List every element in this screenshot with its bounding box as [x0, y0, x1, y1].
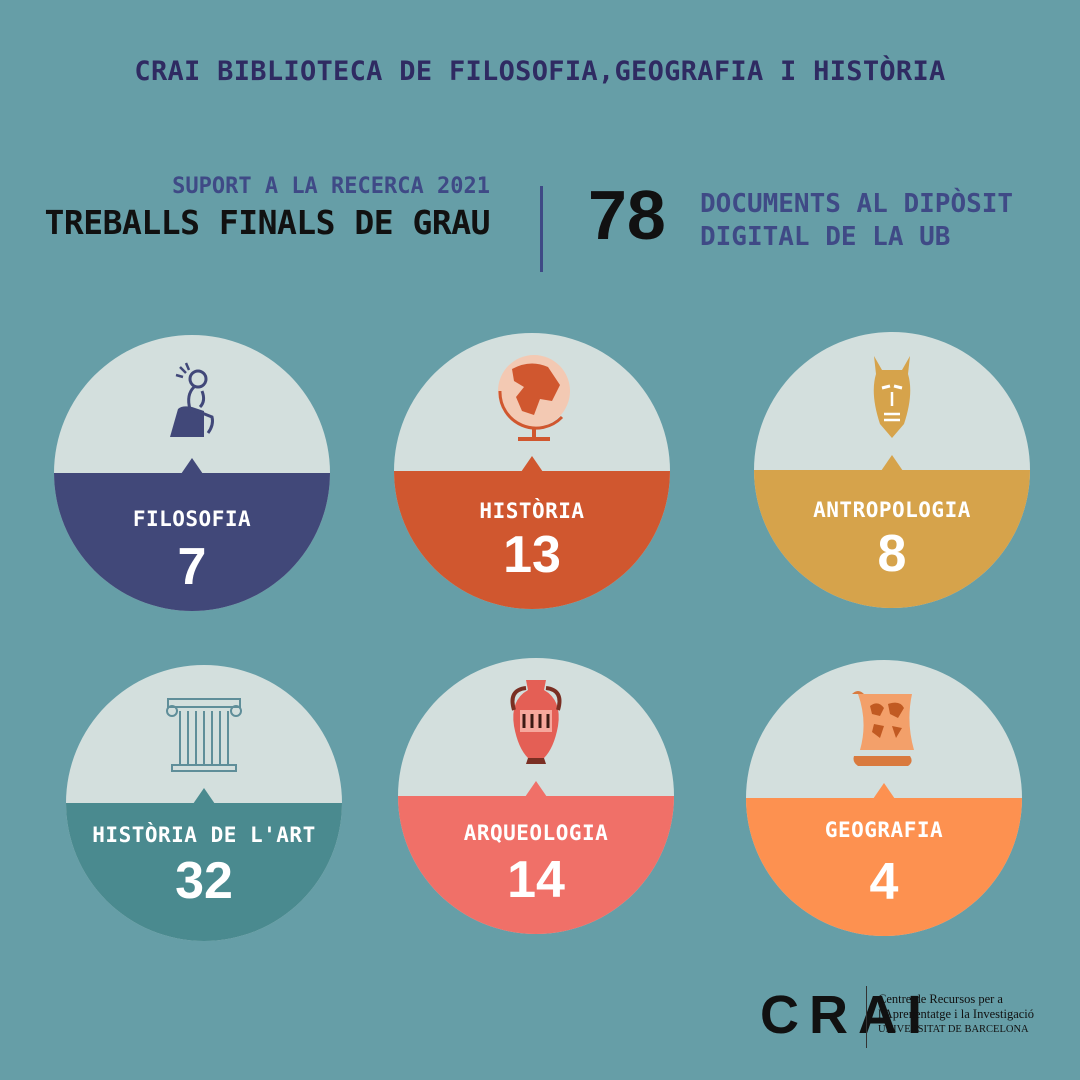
band-pointer — [193, 788, 215, 804]
footer-line-1: Centre de Recursos per a — [878, 992, 1003, 1006]
category-band — [746, 798, 1022, 936]
category-band — [54, 473, 330, 611]
band-pointer — [873, 783, 895, 799]
band-pointer — [525, 781, 547, 797]
band-pointer — [521, 456, 543, 472]
footer-divider — [866, 986, 867, 1048]
category-band — [754, 470, 1030, 608]
deposit-line-1: DOCUMENTS AL DIPÒSIT — [700, 189, 1014, 219]
band-pointer — [181, 458, 203, 474]
category-filosofia: FILOSOFIA 7 — [54, 335, 330, 611]
category-historia: HISTÒRIA 13 — [394, 333, 670, 609]
band-pointer — [881, 455, 903, 471]
deposit-line-2: DIGITAL DE LA UB — [700, 222, 951, 252]
summary-divider — [540, 186, 543, 272]
category-band — [394, 471, 670, 609]
category-label: HISTÒRIA DE L'ART — [92, 823, 316, 847]
total-count: 78 — [588, 176, 666, 254]
footer-line-3: UNIVERSITAT DE BARCELONA — [878, 1024, 1029, 1035]
category-antropologia: ANTROPOLOGIA 8 — [754, 332, 1030, 608]
summary-kicker: SUPORT A LA RECERCA 2021 — [172, 174, 490, 199]
column-icon — [166, 698, 242, 772]
summary-left: SUPORT A LA RECERCA 2021 TREBALLS FINALS… — [44, 174, 491, 242]
category-arqueologia: ARQUEOLOGIA 14 — [398, 658, 674, 934]
mask-icon — [873, 356, 911, 438]
category-count: 14 — [507, 851, 565, 909]
deposit-text: DOCUMENTS AL DIPÒSIT DIGITAL DE LA UB — [700, 188, 1013, 254]
footer-institution: Centre de Recursos per a l'Aprenentatge … — [878, 992, 1034, 1037]
category-label: HISTÒRIA — [479, 499, 585, 523]
summary-heading: TREBALLS FINALS DE GRAU — [44, 203, 491, 242]
category-historia-art: HISTÒRIA DE L'ART 32 — [66, 665, 342, 941]
category-geografia: GEOGRAFIA 4 — [746, 660, 1022, 936]
category-count: 8 — [877, 525, 907, 583]
footer-line-2: l'Aprenentatge i la Investigació — [878, 1007, 1035, 1021]
thinker-icon — [170, 362, 214, 437]
category-band — [398, 796, 674, 934]
amphora-icon — [510, 680, 562, 764]
globe-icon — [498, 355, 570, 441]
category-label: ANTROPOLOGIA — [813, 498, 971, 522]
page-title: CRAI BIBLIOTECA DE FILOSOFIA,GEOGRAFIA I… — [134, 56, 946, 87]
category-count: 32 — [175, 852, 233, 910]
crai-logo: CRAI — [760, 985, 932, 1045]
category-count: 7 — [177, 538, 207, 596]
category-label: GEOGRAFIA — [824, 818, 944, 842]
category-count: 4 — [869, 853, 899, 911]
category-label: ARQUEOLOGIA — [463, 821, 609, 845]
category-count: 13 — [503, 526, 561, 584]
category-label: FILOSOFIA — [132, 507, 252, 531]
map-scroll-icon — [852, 691, 914, 766]
category-band — [66, 803, 342, 941]
